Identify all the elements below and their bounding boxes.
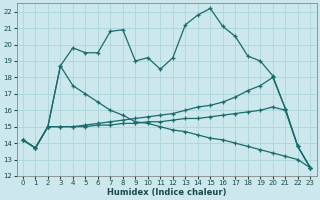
X-axis label: Humidex (Indice chaleur): Humidex (Indice chaleur) bbox=[107, 188, 226, 197]
